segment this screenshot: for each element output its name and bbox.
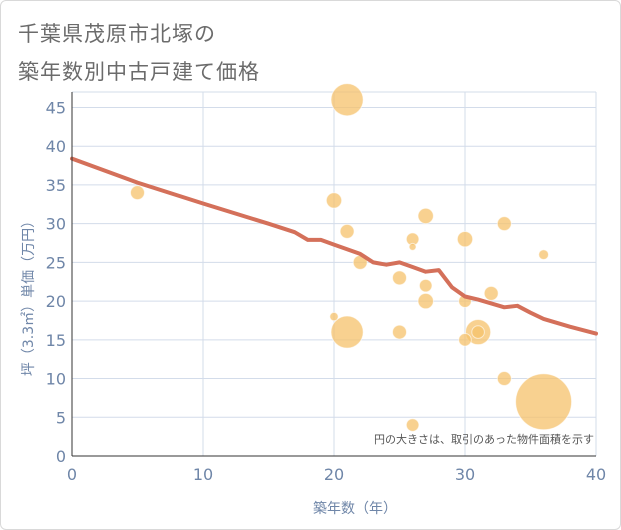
x-tick-label: 10: [193, 465, 213, 484]
bubble-series: [130, 83, 573, 432]
page-title-line1: 千葉県茂原市北塚の: [18, 22, 216, 46]
y-tick-label: 0: [56, 447, 66, 466]
y-tick-label: 10: [46, 370, 66, 389]
data-bubble: [417, 207, 434, 225]
data-bubble: [392, 270, 407, 286]
data-bubble: [130, 185, 145, 201]
data-bubble: [515, 373, 573, 431]
data-bubble: [325, 192, 343, 209]
y-tick-label: 40: [46, 137, 66, 156]
data-bubble: [408, 242, 417, 251]
y-tick-label: 25: [46, 253, 66, 272]
data-bubble: [330, 83, 364, 117]
data-bubble: [496, 216, 512, 232]
data-bubble: [329, 311, 339, 322]
data-bubble: [483, 285, 499, 301]
size-annotation: 円の大きさは、取引のあった物件面積を示す: [374, 432, 594, 446]
x-tick-label: 40: [586, 465, 606, 484]
x-tick-label: 20: [324, 465, 344, 484]
x-tick-label: 30: [455, 465, 475, 484]
data-bubble: [538, 249, 549, 261]
trend-line: [70, 156, 598, 336]
x-tick-label: 0: [67, 465, 77, 484]
data-bubble: [496, 371, 512, 387]
y-tick-label: 5: [56, 408, 66, 427]
axes: 0 10 20 30 40 0 5 10 15 20 25 30 35 40 45: [46, 92, 606, 484]
data-bubble: [392, 324, 407, 340]
y-tick-label: 35: [46, 176, 66, 195]
data-bubble: [417, 292, 434, 310]
x-axis-label: 築年数（年）: [313, 501, 397, 517]
y-tick-label: 45: [46, 98, 66, 117]
data-bubble: [339, 223, 355, 239]
y-tick-label: 20: [46, 292, 66, 311]
y-tick-label: 30: [46, 215, 66, 234]
y-axis-label: 坪（3.3㎡）単価（万円）: [21, 214, 37, 376]
trend-series: [70, 156, 598, 336]
data-bubble: [471, 325, 485, 339]
page-title-line2: 築年数別中古戸建て価格: [18, 60, 260, 84]
data-bubble: [418, 278, 433, 293]
data-bubble: [330, 315, 364, 349]
data-bubble: [405, 418, 420, 432]
data-bubble: [456, 230, 474, 248]
y-tick-label: 15: [46, 331, 66, 350]
data-bubble: [458, 333, 472, 347]
